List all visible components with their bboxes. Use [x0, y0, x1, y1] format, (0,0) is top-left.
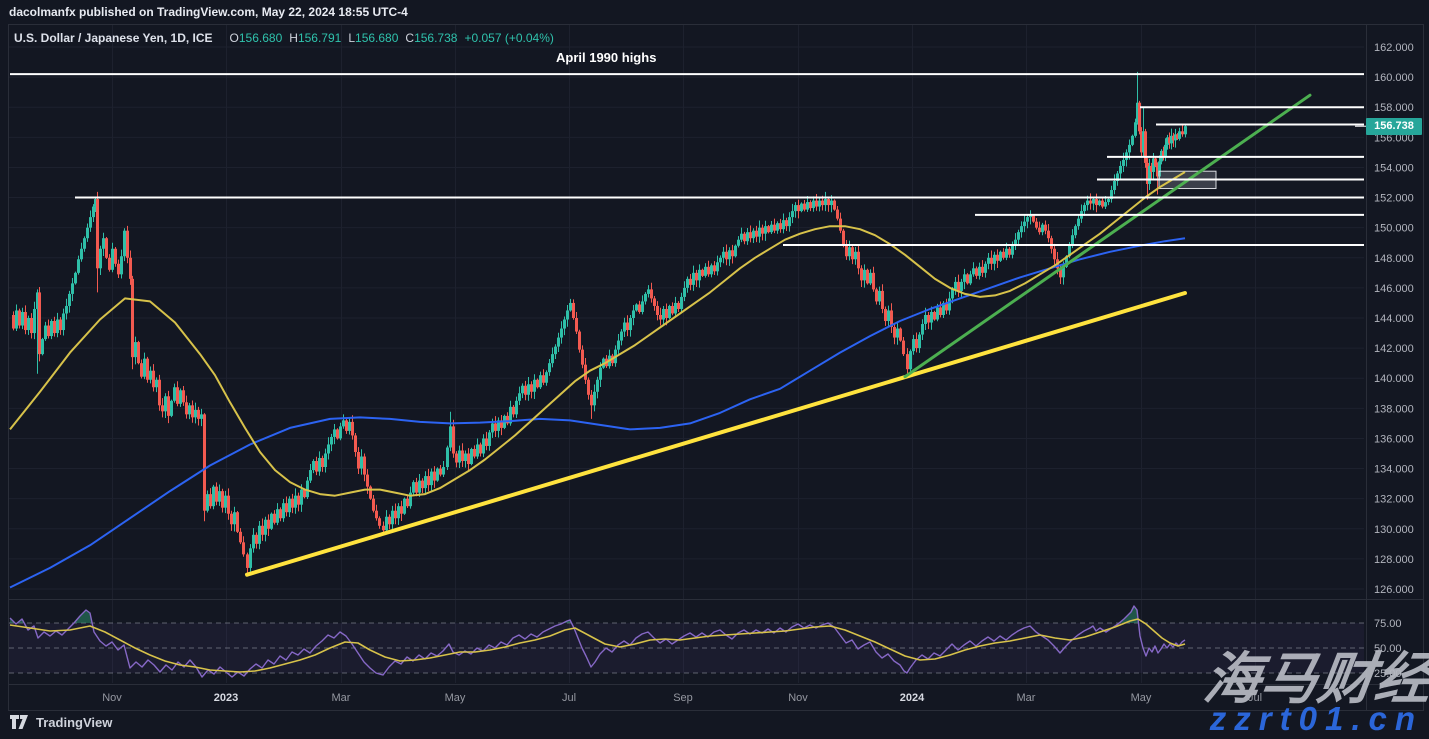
svg-text:75.00: 75.00	[1374, 618, 1402, 630]
svg-text:Nov: Nov	[788, 692, 808, 704]
rsi-pane	[9, 605, 1364, 678]
tradingview-brand-text[interactable]: TradingView	[36, 714, 113, 730]
ohlc-value-O: 156.680	[238, 31, 283, 45]
svg-text:2023: 2023	[214, 692, 238, 704]
svg-text:130.000: 130.000	[1374, 524, 1414, 536]
svg-text:140.000: 140.000	[1374, 373, 1414, 385]
svg-text:158.000: 158.000	[1374, 102, 1414, 114]
svg-text:128.000: 128.000	[1374, 554, 1414, 566]
ohlc-label-L: L	[348, 31, 356, 45]
svg-text:2024: 2024	[900, 692, 925, 704]
ohlc-value-H: 156.791	[297, 31, 342, 45]
rsi-band	[9, 623, 1364, 673]
footer-bar: TradingView	[10, 714, 112, 730]
svg-text:Mar: Mar	[1017, 692, 1036, 704]
svg-text:May: May	[1131, 692, 1152, 704]
attribution-text: dacolmanfx published on TradingView.com,…	[9, 5, 408, 19]
svg-text:162.000: 162.000	[1374, 42, 1414, 54]
svg-text:146.000: 146.000	[1374, 283, 1414, 295]
candlestick-series	[12, 71, 1187, 576]
ohlc-label-C: C	[405, 31, 415, 45]
svg-text:May: May	[445, 692, 466, 704]
svg-text:156.000: 156.000	[1374, 132, 1414, 144]
time-axis-labels: Nov 2023 Mar May Jul Sep Nov 2024 Mar May Jul	[102, 692, 1262, 704]
tradingview-logo-icon[interactable]	[10, 714, 29, 730]
svg-text:136.000: 136.000	[1374, 433, 1414, 445]
annotation-april-1990-highs[interactable]: April 1990 highs	[556, 50, 657, 65]
trendline-yellow[interactable]	[245, 291, 1187, 577]
svg-text:134.000: 134.000	[1374, 464, 1414, 476]
svg-text:160.000: 160.000	[1374, 72, 1414, 84]
symbol-title[interactable]: U.S. Dollar / Japanese Yen, 1D, ICE	[14, 31, 213, 45]
svg-text:138.000: 138.000	[1374, 403, 1414, 415]
ohlc-label-O: O	[229, 31, 239, 45]
horizontal-level-lines	[10, 73, 1364, 246]
svg-text:148.000: 148.000	[1374, 253, 1414, 265]
svg-text:154.000: 154.000	[1374, 162, 1414, 174]
ma200-line[interactable]	[9, 237, 1186, 589]
svg-text:126.000: 126.000	[1374, 584, 1414, 596]
price-axis-labels: 162.000 160.000 158.000 156.000 154.000 152.0…	[1374, 42, 1414, 596]
pane-separators	[8, 24, 1423, 710]
svg-text:132.000: 132.000	[1374, 494, 1414, 506]
symbol-legend: U.S. Dollar / Japanese Yen, 1D, ICE O156.…	[14, 31, 554, 45]
rsi-ma-line[interactable]	[9, 618, 1186, 673]
time-axis[interactable]	[8, 684, 1366, 710]
svg-text:150.000: 150.000	[1374, 223, 1414, 235]
rsi-axis-labels: 75.00 50.00 25.00	[1374, 618, 1402, 680]
ohlc-label-H: H	[289, 31, 298, 45]
ohlc-value-C: 156.738	[414, 31, 458, 45]
svg-text:144.000: 144.000	[1374, 313, 1414, 325]
svg-text:152.000: 152.000	[1374, 193, 1414, 205]
widget-border	[8, 24, 1424, 711]
svg-text:Mar: Mar	[332, 692, 351, 704]
svg-text:25.00: 25.00	[1374, 668, 1402, 680]
svg-text:Nov: Nov	[102, 692, 122, 704]
svg-text:Jul: Jul	[1248, 692, 1262, 704]
svg-text:50.00: 50.00	[1374, 643, 1402, 655]
svg-text:Jul: Jul	[562, 692, 576, 704]
last-price-label: 156.738	[1366, 118, 1422, 135]
change-value: +0.057 (+0.04%)	[464, 31, 554, 45]
trendline-green[interactable]	[903, 93, 1312, 379]
svg-text:Sep: Sep	[673, 692, 693, 704]
ohlc-value-L: 156.680	[355, 31, 399, 45]
svg-text:142.000: 142.000	[1374, 343, 1414, 355]
ma50-line[interactable]	[9, 171, 1186, 497]
